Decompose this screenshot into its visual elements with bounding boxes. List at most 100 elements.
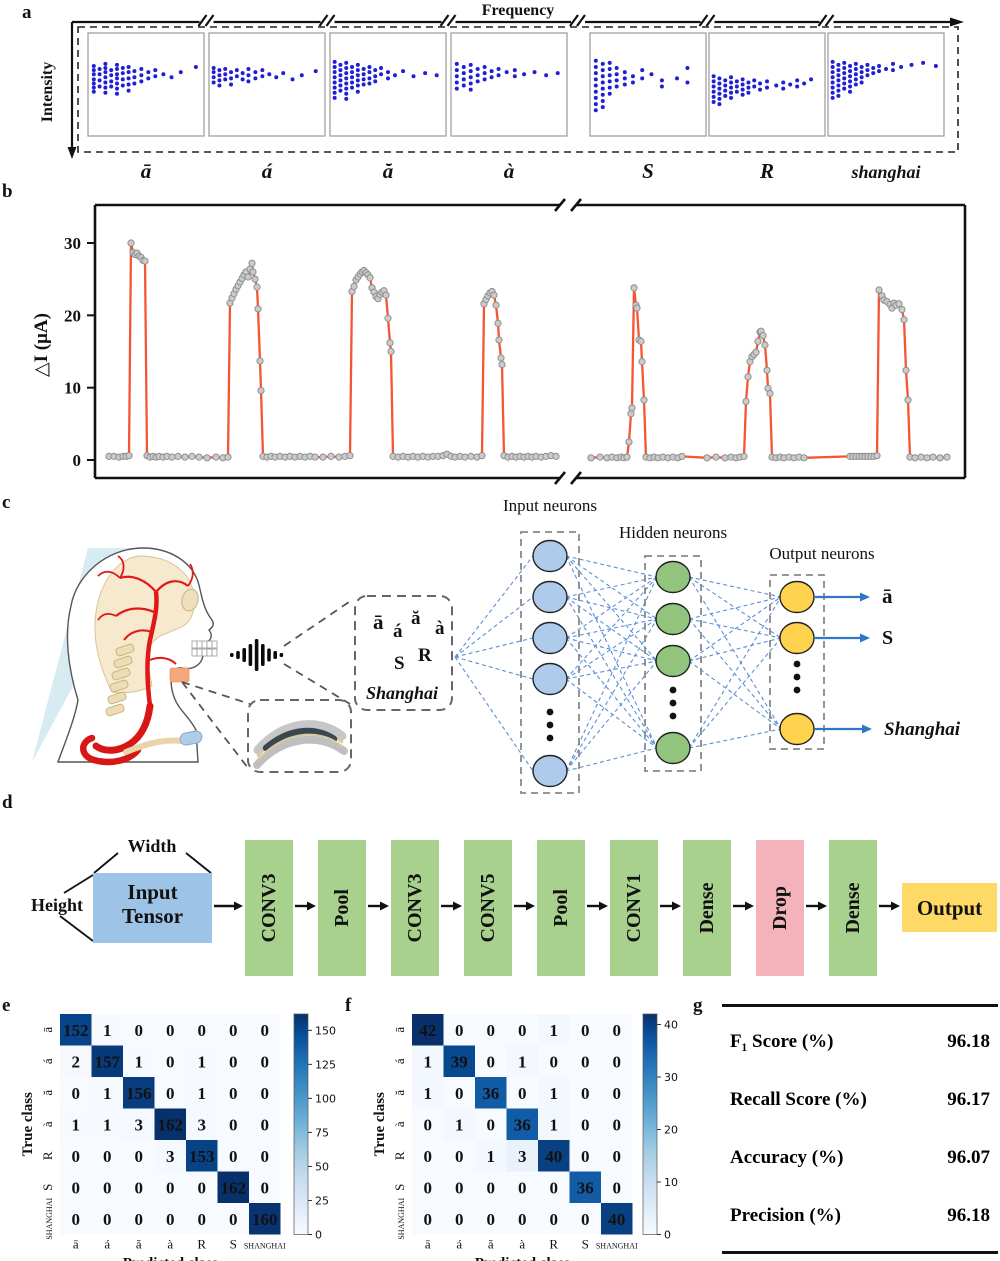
- svg-text:10: 10: [64, 379, 81, 398]
- svg-text:152: 152: [63, 1021, 89, 1040]
- svg-text:S: S: [40, 1184, 55, 1191]
- svg-text:á: á: [393, 621, 403, 642]
- svg-text:R: R: [197, 1237, 206, 1252]
- svg-text:1: 1: [198, 1052, 207, 1071]
- vertebrae: [105, 643, 135, 717]
- delta-i-axis-label: △I (μA): [31, 313, 52, 377]
- metric-row: Precision (%) 96.18: [724, 1205, 996, 1227]
- svg-text:0: 0: [455, 1147, 464, 1166]
- panel-c-schematic: Input neurons Hidden neurons Output neur…: [32, 496, 961, 794]
- svg-text:0: 0: [424, 1147, 433, 1166]
- panel-label-c: c: [2, 492, 11, 513]
- output-class-label: Shanghai: [884, 719, 961, 740]
- svg-text:0: 0: [613, 1178, 622, 1197]
- tensor-annotation-lines: [59, 852, 212, 942]
- panel-label-a: a: [22, 2, 32, 23]
- svg-text:Shanghai: Shanghai: [366, 683, 438, 703]
- panel-b-current-trace: △I (μA) 0 10 20 30: [31, 198, 967, 485]
- panel-label-e: e: [2, 995, 11, 1016]
- svg-text:CONV3: CONV3: [258, 874, 280, 943]
- metric-value: 96.07: [947, 1147, 990, 1168]
- intensity-axis: [67, 22, 77, 159]
- svg-text:0: 0: [487, 1052, 496, 1071]
- svg-text:à: à: [392, 1121, 407, 1127]
- pipeline-block-CONV5: [464, 840, 512, 976]
- hidden-neurons-title: Hidden neurons: [619, 523, 727, 542]
- svg-text:Tensor: Tensor: [122, 904, 183, 928]
- svg-text:40: 40: [608, 1210, 625, 1229]
- strip-label: shanghai: [850, 162, 920, 182]
- svg-text:ă: ă: [411, 608, 421, 629]
- svg-text:1: 1: [424, 1052, 433, 1071]
- svg-text:1: 1: [103, 1084, 112, 1103]
- svg-text:0: 0: [455, 1210, 464, 1229]
- svg-text:0: 0: [229, 1210, 238, 1229]
- sensor-inset-device: [253, 720, 348, 769]
- svg-text:0: 0: [261, 1115, 270, 1134]
- svg-text:ā: ā: [425, 1237, 431, 1252]
- svg-text:1: 1: [518, 1052, 527, 1071]
- trace-segment-2: [587, 284, 951, 462]
- svg-text:0: 0: [424, 1178, 433, 1197]
- svg-text:0: 0: [166, 1178, 175, 1197]
- svg-text:0: 0: [261, 1052, 270, 1071]
- svg-text:1: 1: [72, 1115, 81, 1134]
- svg-text:0: 0: [166, 1084, 175, 1103]
- pipeline-block-CONV3: [245, 840, 293, 976]
- pipeline-block-CONV1: [610, 840, 658, 976]
- svg-text:ă: ă: [488, 1237, 494, 1252]
- head-illustration: [32, 547, 218, 766]
- svg-text:1: 1: [455, 1115, 464, 1134]
- strips-dashed-frame: [77, 26, 959, 153]
- svg-text:3: 3: [135, 1115, 144, 1134]
- svg-text:100: 100: [315, 1092, 336, 1105]
- svg-text:0: 0: [487, 1115, 496, 1134]
- svg-text:0: 0: [550, 1178, 559, 1197]
- svg-text:0: 0: [261, 1147, 270, 1166]
- metric-row: Accuracy (%) 96.07: [724, 1147, 996, 1169]
- metric-row: Recall Score (%) 96.17: [724, 1089, 996, 1111]
- svg-text:156: 156: [126, 1084, 152, 1103]
- svg-text:0: 0: [424, 1210, 433, 1229]
- output-layer: [769, 574, 825, 750]
- svg-text:0: 0: [261, 1178, 270, 1197]
- svg-text:á: á: [40, 1058, 55, 1064]
- svg-text:CONV3: CONV3: [404, 874, 426, 943]
- svg-text:0: 0: [518, 1210, 527, 1229]
- hidden-layer: [644, 555, 702, 772]
- svg-text:à: à: [167, 1237, 173, 1252]
- svg-text:ā: ā: [373, 610, 384, 634]
- svg-text:125: 125: [315, 1058, 336, 1071]
- matrix-axis-labels: ā á ă à R S SHANGHAI ā á ă à R S SHANGHAI: [392, 1027, 638, 1252]
- output-arrows: āS Shanghai: [814, 584, 961, 740]
- output-block: [902, 883, 997, 932]
- colorbar: 0 25 50 75 100 125 150: [293, 1013, 336, 1242]
- svg-text:Drop: Drop: [769, 886, 791, 930]
- svg-text:SHANGHAI: SHANGHAI: [596, 1242, 638, 1251]
- svg-text:0: 0: [581, 1147, 590, 1166]
- width-label: Width: [128, 836, 177, 856]
- svg-text:á: á: [104, 1237, 110, 1252]
- svg-text:0: 0: [261, 1084, 270, 1103]
- svg-text:162: 162: [221, 1178, 247, 1197]
- panel-f-confusion-matrix: 42 0 0 0 1 0 01 39 0 1 0 0 01 0 36 0 1 0 00 1 0 36 1 0 00 0 1 3 40 0 0…: [372, 1013, 678, 1261]
- svg-text:S: S: [394, 653, 405, 674]
- strip-label: à: [504, 159, 515, 183]
- pipeline-block-Pool: [318, 840, 366, 976]
- svg-text:0: 0: [315, 1229, 322, 1242]
- trace-segment-1: [105, 239, 560, 462]
- matrix-cells: 152 1 0 0 0 0 0 2 157 1 0 1 0 0 0 1 156 0 1 0 0 1 1 3 162 3 0 0 0 0 0 3…: [60, 1014, 281, 1235]
- strip-label: R: [759, 159, 774, 183]
- svg-text:Dense: Dense: [696, 882, 718, 933]
- svg-text:0: 0: [166, 1210, 175, 1229]
- svg-text:36: 36: [577, 1178, 594, 1197]
- svg-text:CONV1: CONV1: [623, 874, 645, 943]
- input-neurons-title: Input neurons: [503, 496, 597, 515]
- output-neurons-title: Output neurons: [769, 544, 874, 563]
- svg-text:20: 20: [64, 306, 81, 325]
- pipeline-block-Dense: [683, 840, 731, 976]
- svg-text:3: 3: [198, 1115, 207, 1134]
- sensor-inset-box: [247, 699, 352, 773]
- svg-text:0: 0: [550, 1210, 559, 1229]
- svg-text:0: 0: [455, 1178, 464, 1197]
